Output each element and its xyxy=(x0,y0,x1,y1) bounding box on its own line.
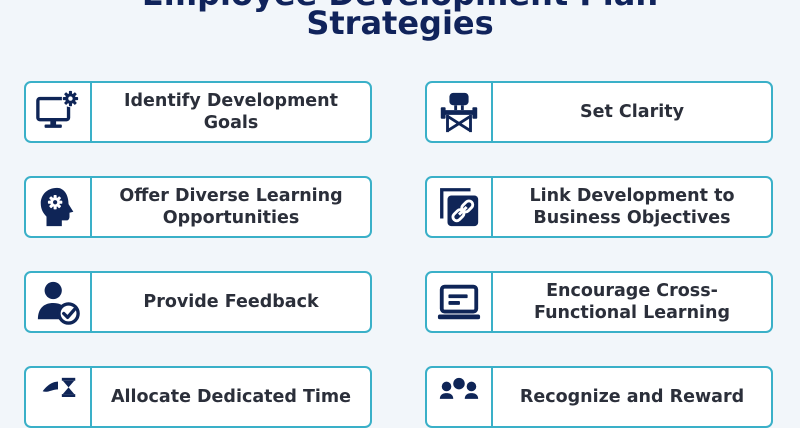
strategy-label: Identify Development Goals xyxy=(124,91,338,133)
strategy-card-set-clarity[interactable]: Set Clarity xyxy=(425,81,773,143)
page-title-line-2: Strategies xyxy=(306,4,494,42)
strategy-label: Offer Diverse Learning Opportunities xyxy=(119,186,343,228)
chain-link-icon xyxy=(427,178,493,236)
team-icon xyxy=(427,368,493,426)
director-chair-icon xyxy=(427,83,493,141)
strategy-label: Recognize and Reward xyxy=(519,387,745,407)
strategy-card-identify-goals[interactable]: Identify Development Goals xyxy=(24,81,372,143)
page-title-line-1: Employee Development Plan xyxy=(0,0,800,14)
hourglass-icon xyxy=(26,368,92,426)
strategy-card-cross-functional[interactable]: Encourage Cross-Functional Learning xyxy=(425,271,773,333)
strategy-card-recognize-reward[interactable]: Recognize and Reward xyxy=(425,366,773,428)
strategy-label: Allocate Dedicated Time xyxy=(110,387,352,407)
strategy-card-dedicated-time[interactable]: Allocate Dedicated Time xyxy=(24,366,372,428)
laptop-icon xyxy=(427,273,493,331)
strategy-card-provide-feedback[interactable]: Provide Feedback xyxy=(24,271,372,333)
strategy-card-link-objectives[interactable]: Link Development to Business Objectives xyxy=(425,176,773,238)
strategy-label: Link Development to Business Objectives xyxy=(529,186,735,228)
strategy-label: Provide Feedback xyxy=(143,292,319,312)
strategy-card-diverse-learning[interactable]: Offer Diverse Learning Opportunities xyxy=(24,176,372,238)
head-gear-icon xyxy=(26,178,92,236)
user-check-icon xyxy=(26,273,92,331)
strategy-label: Encourage Cross-Functional Learning xyxy=(533,281,731,323)
monitor-gear-icon xyxy=(26,83,92,141)
strategy-label: Set Clarity xyxy=(580,102,684,122)
